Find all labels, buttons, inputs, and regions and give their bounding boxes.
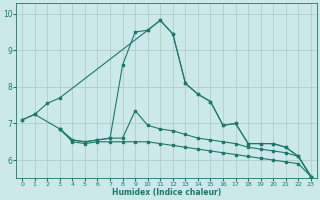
X-axis label: Humidex (Indice chaleur): Humidex (Indice chaleur) (112, 188, 221, 197)
